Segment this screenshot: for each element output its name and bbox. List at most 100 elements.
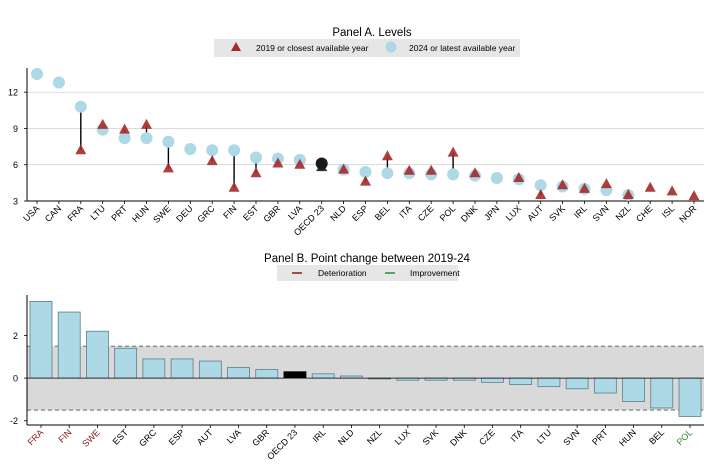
point-2024-FIN [228,144,241,157]
bar-SVN [565,377,589,390]
panel-a-y-ticks: 3 6 9 12 [8,88,27,207]
x-label-NOR: NOR [677,203,699,225]
legend-2019-label: 2019 or closest available year [256,43,369,53]
bar-FIN [57,311,81,379]
y-tick-label: 0 [13,374,18,384]
y-tick-label: 9 [13,124,18,134]
x-label-LUX: LUX [393,427,412,446]
point-2024-JPN [490,172,503,185]
point-2019-LTU [97,118,109,129]
panel-b: Panel B. Point change between 2019-24 De… [10,253,704,462]
x-label-BEL: BEL [373,203,392,222]
x-label-LVA: LVA [286,203,304,221]
x-label-GRC: GRC [137,427,159,449]
point-2024-CAN [52,76,65,89]
x-label-NZL: NZL [614,203,633,222]
x-label-POL: POL [438,203,458,223]
bar-OECD 23 [283,371,307,379]
panel-b-y-ticks: -2 0 2 [10,331,27,426]
x-label-SVK: SVK [421,427,441,447]
x-label-FIN: FIN [221,203,238,220]
point-2024-SWE [162,135,175,148]
point-2024-POL [447,168,460,181]
x-label-SVN: SVN [561,427,581,447]
x-label-SVK: SVK [547,203,567,223]
x-label-SWE: SWE [80,427,102,449]
x-label-PRT: PRT [590,427,610,447]
bar-LVA [227,367,250,379]
x-label-JPN: JPN [482,203,501,222]
x-label-ITA: ITA [397,203,414,220]
x-label-CAN: CAN [43,203,64,224]
panel-b-title: Panel B. Point change between 2019-24 [264,253,470,265]
x-label-POL: POL [675,427,695,447]
x-label-OECD 23: OECD 23 [265,427,299,461]
point-2019-FIN [228,181,240,192]
point-2019-NOR [688,190,700,201]
bar-CZE [481,377,504,383]
x-label-USA: USA [21,203,41,223]
bar-POL [678,377,702,417]
x-label-NLD: NLD [328,203,348,223]
bar-IRL [311,373,335,379]
x-label-ISL: ISL [660,203,677,220]
point-2019-ITA [403,164,415,175]
legend-triangle-marker [231,42,241,51]
bar-GBR [255,369,279,379]
x-label-IRL: IRL [311,427,328,444]
point-2019-GRC [206,155,218,166]
point-2024-USA [31,68,43,81]
bar-GRC [142,358,166,379]
x-label-FRA: FRA [65,203,85,223]
x-label-PRT: PRT [109,203,129,223]
bar-HUN [622,377,645,402]
x-label-GBR: GBR [261,203,282,224]
x-label-LTU: LTU [535,427,554,446]
panel-b-reference-lines [27,345,704,411]
x-label-HUN: HUN [130,203,151,224]
x-label-LVA: LVA [225,427,243,445]
point-2019-NLD [338,163,350,174]
x-label-AUT: AUT [195,427,215,447]
bar-EST [114,347,138,379]
legend-circle-marker [385,41,397,53]
x-label-FRA: FRA [26,427,46,447]
panel-a-x-labels: USA CAN FRA LTU PRT HUN SWE DEU GRC FIN EST GBR LVAO… [21,201,699,238]
x-label-SWE: SWE [151,203,173,225]
point-2019-ESP [360,175,371,186]
y-tick-label: 12 [8,88,18,98]
point-2019-NZL [622,188,634,199]
y-tick-label: 3 [13,197,18,207]
point-2019-LVA [294,158,306,169]
y-tick-label: 2 [13,331,18,341]
x-label-CHE: CHE [634,203,655,224]
point-2024-GRC [206,144,219,157]
x-label-CZE: CZE [416,203,436,223]
x-label-EST: EST [111,427,131,447]
bar-ESP [170,358,194,379]
x-label-FIN: FIN [56,427,73,444]
panel-a-gridlines [27,91,704,166]
bar-PRT [593,377,617,394]
point-2019-BEL [381,150,393,161]
point-2019-OECD 23 [316,161,328,172]
point-2024-BEL [381,167,394,180]
bar-FRA [29,300,53,379]
point-2019-SWE [162,162,174,173]
x-label-NLD: NLD [336,427,356,447]
legend-improvement-label: Improvement [410,268,460,278]
point-2019-SVK [557,179,569,190]
point-2024-DEU [184,143,197,156]
bar-AUT [198,360,222,379]
x-label-NZL: NZL [365,427,384,446]
y-tick-label: -2 [10,416,18,426]
point-2019-ISL [666,185,678,196]
y-tick-label: 6 [13,160,18,170]
point-2019-HUN [141,118,152,129]
x-label-CZE: CZE [477,427,497,447]
x-label-EST: EST [241,203,261,223]
panel-a-legend-box [214,39,520,57]
point-2024-HUN [140,132,153,145]
x-label-GBR: GBR [250,427,271,448]
